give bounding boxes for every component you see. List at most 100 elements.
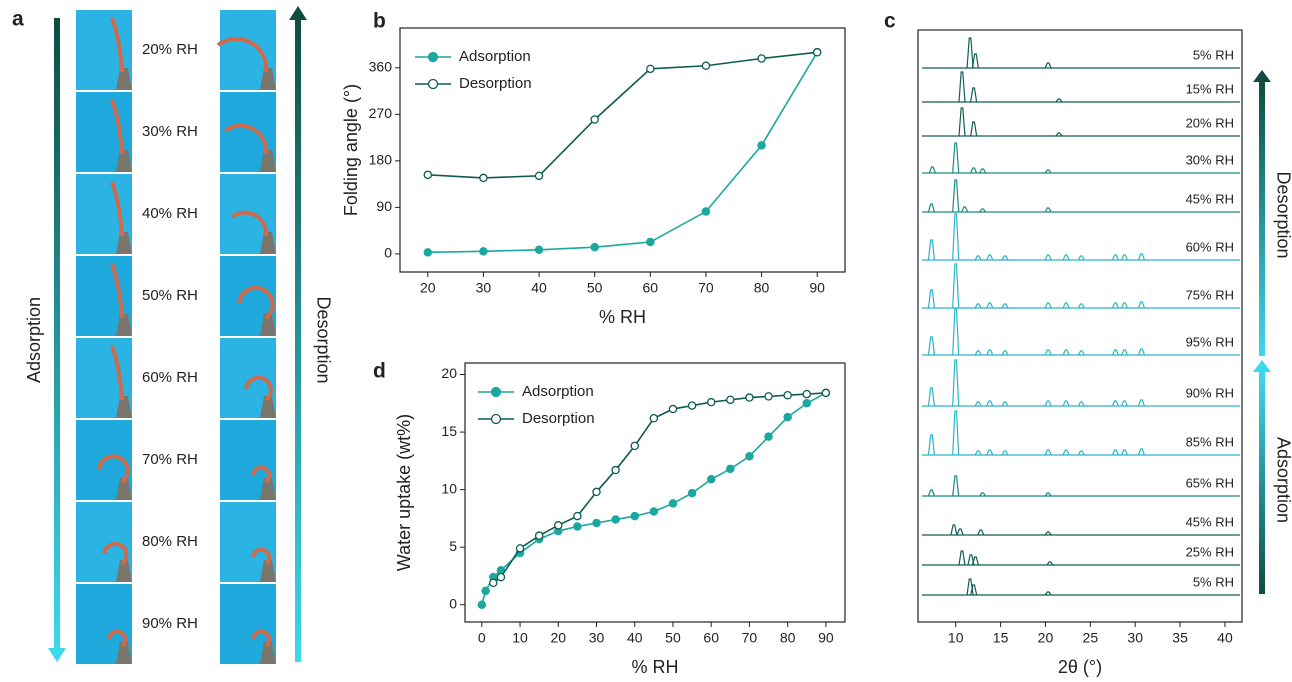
data-point [534,245,544,255]
x-tick-label: 40 [531,280,547,296]
data-point [668,499,678,508]
diffraction-peak [1055,132,1063,137]
data-point [745,451,754,461]
diffraction-peak [1137,253,1146,261]
arrow-label: Desorption [1273,171,1292,258]
diffraction-peak [1044,207,1052,213]
diffraction-peak [1120,349,1128,356]
diffraction-peak [1044,531,1052,536]
diffraction-peak [974,255,982,261]
tweezer [116,642,132,664]
film [230,210,269,237]
data-point [802,399,812,408]
tweezer [260,560,276,582]
trace-label: 60% RH [1186,239,1234,254]
diffraction-peak [1137,399,1146,407]
data-point [649,414,659,423]
data-point [630,511,639,521]
x-tick-label: 50 [587,280,603,296]
panel-label: c [884,10,896,33]
diffraction-peak [1137,448,1146,456]
x-tick-label: 35 [1172,630,1188,646]
diffraction-peak [928,166,936,174]
film [110,99,124,155]
diffraction-peak [1077,350,1085,356]
data-point [489,578,498,588]
diffraction-peak [956,528,964,536]
x-tick-label: 20 [420,280,436,296]
diffraction-peak [986,302,994,309]
data-point [701,207,711,216]
diffraction-peak [927,489,936,497]
trace-label: 75% RH [1186,287,1234,302]
rh-label: 50% RH [142,287,198,304]
trace-label: 90% RH [1186,385,1234,400]
data-point [479,173,488,183]
diffraction-peak [1044,492,1052,497]
diffraction-peak [1120,302,1128,309]
diffraction-peak [979,208,987,213]
diffraction-peak [958,107,966,137]
tweezer [116,396,132,418]
data-point [745,393,754,402]
data-point [706,397,716,407]
diffraction-peak [979,168,987,174]
trace-label: 25% RH [1186,544,1234,559]
y-tick-label: 180 [369,152,393,168]
data-point [592,518,601,528]
tweezer [260,232,276,254]
panel-label: b [373,10,386,33]
tweezer [116,478,132,500]
trace-label: 20% RH [1186,115,1234,130]
data-point [726,395,735,405]
diffraction-peak [971,556,980,566]
tweezer [260,642,276,664]
diffraction-peak [1111,302,1119,309]
diffraction-peak [979,492,987,497]
diffraction-peak [1077,450,1085,456]
diffraction-peak [952,359,960,407]
x-tick-label: 60 [703,630,719,646]
y-tick-label: 5 [449,538,457,554]
diffraction-peak [1001,350,1009,356]
diffraction-peak [977,529,985,536]
film [97,454,130,484]
diffraction-peak [952,263,960,309]
panel-label: a [12,8,24,31]
diffraction-peak [986,400,994,407]
x-tick-label: 80 [780,630,796,646]
tweezer [116,314,132,336]
rh-label: 60% RH [142,369,198,386]
arrow-shaft [295,14,301,662]
data-point [802,389,812,399]
diffraction-peak [1077,401,1085,407]
arrow-head [1253,70,1271,82]
x-tick-label: 10 [948,630,964,646]
rh-label: 40% RH [142,205,198,222]
data-point [646,237,655,247]
x-tick-label: 15 [993,630,1009,646]
data-point [611,465,620,475]
diffraction-peak [1001,303,1009,309]
rh-label: 20% RH [142,41,198,58]
diffraction-peak [974,401,982,407]
data-point [496,572,506,582]
film [237,285,275,320]
data-point [592,487,601,497]
diffraction-peak [952,179,960,213]
diffraction-peak [1044,349,1052,356]
legend-label: Adsorption [459,48,531,65]
tweezer [116,560,132,582]
diffraction-peak [974,450,982,456]
arrow-shaft [1259,80,1265,356]
plot-frame [399,27,846,273]
diffraction-peak [952,142,960,174]
tweezer [260,314,276,336]
legend-label: Desorption [522,410,595,427]
diffraction-peak [1062,349,1070,356]
film [107,629,128,648]
data-point [706,475,716,484]
diffraction-peak [961,206,969,213]
y-tick-label: 0 [449,595,457,611]
x-tick-label: 30 [1127,630,1143,646]
